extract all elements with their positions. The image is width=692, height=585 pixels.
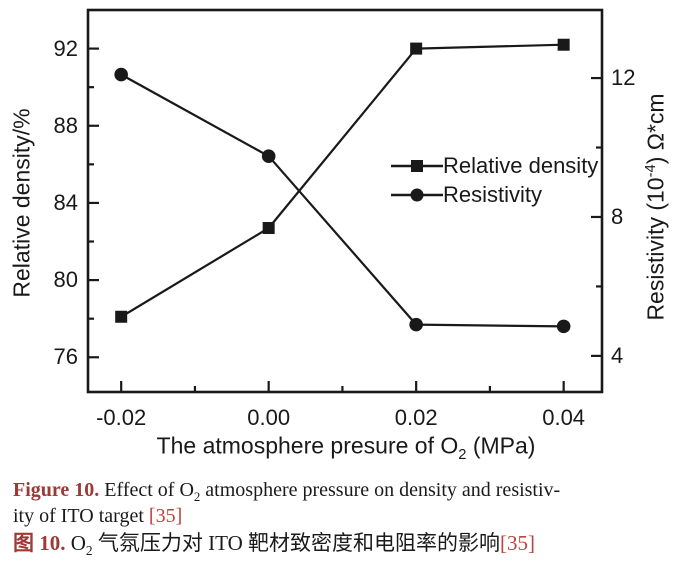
caption-line: Figure 10. Effect of O2 atmosphere press… — [13, 479, 561, 504]
plot-border — [86, 8, 604, 394]
y-right-tick-label: 8 — [611, 203, 624, 229]
x-tick-label: 0.00 — [247, 405, 291, 430]
x-tick-label: -0.02 — [96, 405, 147, 430]
y-right-tick-label: 12 — [611, 65, 636, 91]
data-point-circle — [556, 319, 571, 334]
chart: -0.02 0.00 0.02 0.04 92 88 84 80 76 12 8 4 Relative… — [8, 8, 669, 464]
legend-item-relative-density: Relative density — [391, 152, 598, 179]
data-point-square — [262, 222, 275, 235]
series-line-circle — [120, 73, 564, 328]
data-point-square — [410, 42, 423, 55]
caption-chinese: 图 10. O2 气氛压力对 ITO 靶材致密度和电阻率的影响[35] — [13, 531, 535, 559]
series-line-square — [120, 43, 564, 318]
legend-item-resistivity: Resistivity — [391, 181, 598, 208]
data-point-circle — [409, 317, 423, 332]
data-point-circle — [114, 67, 128, 82]
caption-line: ity of ITO target [35] — [13, 505, 183, 527]
figure-caption: Figure 10. Effect of O2 atmosphere press… — [13, 477, 681, 558]
legend: Relative density Resistivity — [391, 152, 598, 208]
y-right-tick-label: 4 — [611, 342, 624, 368]
circle-marker-icon — [391, 188, 443, 201]
y-left-tick-label: 76 — [53, 344, 78, 370]
y-left-tick-label: 88 — [53, 112, 78, 138]
legend-label-resistivity: Resistivity — [443, 181, 543, 207]
data-point-square — [557, 38, 570, 51]
plot-canvas — [86, 8, 604, 394]
square-marker-icon — [391, 159, 443, 172]
y-axis-label-right: Resistivity (10-4) Ω*cm — [642, 93, 669, 321]
caption-english: Figure 10. Effect of O2 atmosphere press… — [13, 477, 681, 529]
data-point-square — [115, 310, 128, 323]
y-axis-label-left: Relative density/% — [8, 108, 35, 298]
legend-label-relative-density: Relative density — [443, 152, 599, 178]
y-left-tick-label: 92 — [53, 35, 78, 61]
data-point-circle — [261, 149, 276, 164]
y-left-tick-label: 84 — [53, 189, 78, 215]
x-tick-label: 0.04 — [542, 405, 586, 430]
x-tick-label: 0.02 — [394, 405, 438, 430]
x-axis-label: The atmosphere presure of O2 (MPa) — [156, 432, 536, 464]
y-left-tick-label: 80 — [53, 267, 78, 293]
